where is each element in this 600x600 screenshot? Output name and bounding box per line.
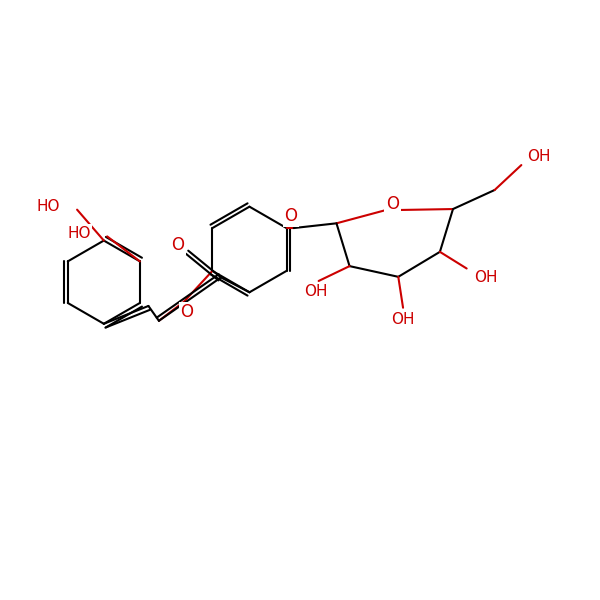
Text: O: O bbox=[386, 195, 399, 213]
Text: O: O bbox=[284, 207, 297, 225]
Text: OH: OH bbox=[304, 284, 328, 299]
Text: OH: OH bbox=[391, 312, 415, 327]
Text: HO: HO bbox=[37, 199, 61, 214]
Text: OH: OH bbox=[474, 270, 497, 285]
Text: O: O bbox=[181, 304, 193, 322]
Text: OH: OH bbox=[527, 149, 551, 164]
Text: HO: HO bbox=[67, 226, 91, 241]
Text: O: O bbox=[171, 236, 184, 254]
